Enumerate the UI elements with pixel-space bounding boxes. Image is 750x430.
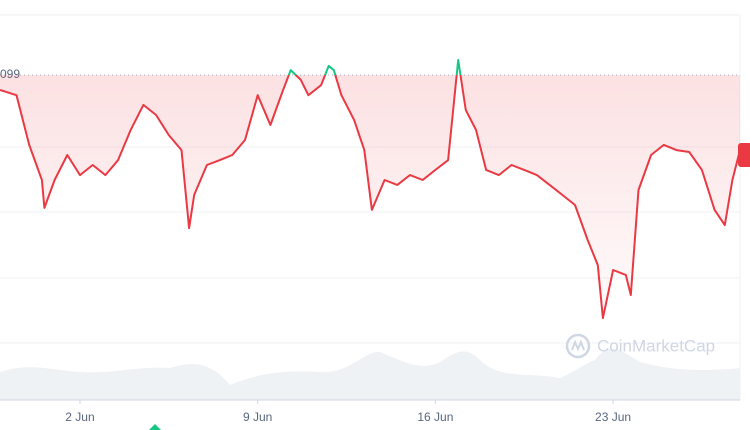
area-fill [0,75,740,319]
x-tick-label: 23 Jun [595,410,631,424]
x-tick-label: 16 Jun [417,410,453,424]
price-line [0,59,741,320]
volume-area [0,348,740,400]
watermark-logo [565,333,591,359]
x-tick-label: 9 Jun [243,410,272,424]
price-tag [738,143,750,167]
x-tick-label: 2 Jun [65,410,94,424]
watermark: CoinMarketCap [597,336,715,355]
marker-icon [149,424,161,430]
